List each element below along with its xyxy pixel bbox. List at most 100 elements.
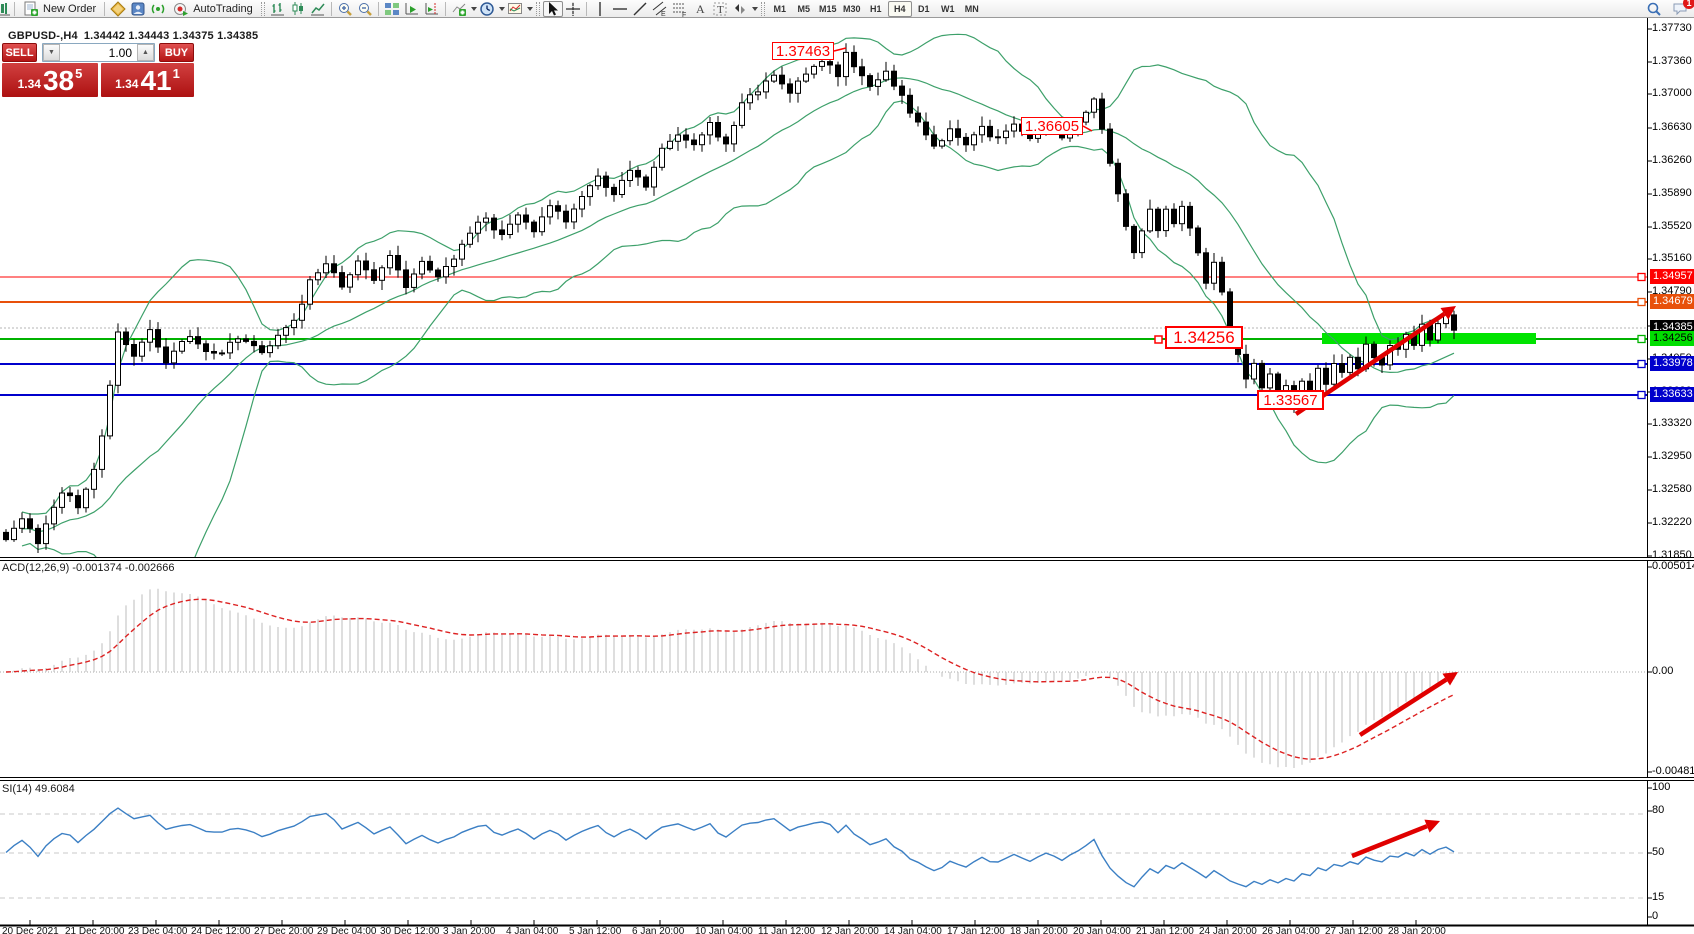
macd-scale-0.005014: 0.005014 (1652, 560, 1694, 572)
autotrading-button[interactable]: AutoTrading (168, 1, 258, 17)
toolbar-separator (377, 1, 379, 16)
time-axis-label: 3 Jan 20:00 (443, 926, 496, 934)
timeframe-button-H1[interactable]: H1 (869, 3, 882, 14)
price-annotation-133567[interactable]: 1.33567 (1257, 390, 1324, 410)
volume-spinner: ▼ ▲ (42, 43, 155, 62)
svg-text:E: E (661, 11, 666, 17)
time-axis-label: 14 Jan 04:00 (884, 926, 942, 934)
signals-icon[interactable] (148, 1, 168, 17)
price-annotation-136605[interactable]: 1.36605 (1021, 117, 1083, 135)
bar-chart-icon[interactable] (268, 1, 288, 17)
add-indicator-caret[interactable] (470, 6, 477, 11)
macd-scale-0.00: 0.00 (1652, 665, 1674, 677)
fibonacci-tool-icon[interactable]: F (670, 1, 690, 17)
toolbar-drag-handle[interactable] (535, 1, 540, 16)
trend-arrow-rsi[interactable] (1351, 824, 1428, 859)
periods-caret[interactable] (498, 6, 505, 11)
level-anchor-square[interactable] (1637, 390, 1646, 400)
time-axis-label: 29 Dec 04:00 (317, 926, 377, 934)
new-chart-icon[interactable] (0, 1, 11, 17)
volume-increase-button[interactable]: ▲ (137, 44, 154, 61)
buy-price-main: 41 (140, 65, 172, 96)
toolbar-separator (14, 1, 15, 16)
trend-arrow-macd-head[interactable] (1442, 672, 1458, 686)
text-tool-icon[interactable]: A (690, 1, 710, 17)
time-axis-label: 21 Jan 12:00 (1136, 926, 1194, 934)
buy-button[interactable]: BUY (159, 43, 194, 62)
arrows-tool-caret[interactable] (751, 6, 758, 11)
toolbar-drag-handle[interactable] (760, 1, 765, 16)
timeframe-button-M1[interactable]: M1 (773, 3, 786, 14)
rsi-label: SI(14) 49.6084 (2, 783, 75, 795)
timeframe-button-D1[interactable]: D1 (917, 3, 930, 14)
timeframe-button-M15[interactable]: M15 (818, 3, 837, 14)
volume-input[interactable] (60, 44, 137, 61)
text-label-tool-icon[interactable]: T (710, 1, 730, 17)
time-axis-label: 28 Jan 20:00 (1388, 926, 1446, 934)
timeframe-button-M30[interactable]: M30 (842, 3, 861, 14)
zoom-out-icon[interactable] (355, 1, 375, 17)
chart-shift-icon[interactable] (422, 1, 442, 17)
timeframe-button-W1[interactable]: W1 (940, 3, 955, 14)
arrows-tool-icon[interactable] (730, 1, 750, 17)
zoom-in-icon[interactable] (335, 1, 355, 17)
sell-price-pipette: 5 (75, 66, 83, 81)
trend-line-tool-icon[interactable] (630, 1, 650, 17)
svg-text:A: A (696, 2, 705, 16)
trend-arrow-rsi-head[interactable] (1424, 819, 1440, 833)
periods-icon[interactable] (477, 1, 497, 17)
macd-histogram (13, 588, 1455, 768)
time-axis-label: 10 Jan 04:00 (695, 926, 753, 934)
candlestick-chart-icon[interactable] (288, 1, 308, 17)
sell-price-main: 38 (42, 65, 75, 96)
notifications-icon[interactable]: 1 (1670, 0, 1694, 17)
accounts-icon[interactable] (128, 1, 148, 17)
volume-decrease-button[interactable]: ▼ (43, 44, 60, 61)
level-anchor-square[interactable] (1637, 359, 1646, 369)
price-annotation-137463[interactable]: 1.37463 (772, 42, 834, 60)
timeframe-button-M5[interactable]: M5 (797, 3, 810, 14)
timeframe-button-H4[interactable]: H4 (887, 0, 912, 17)
autotrading-label: AutoTrading (193, 2, 253, 15)
equidistant-channel-tool-icon[interactable]: E (650, 1, 670, 17)
price-axis-tick-1.37360: 1.37360 (1652, 55, 1692, 67)
timeframe-button-MN[interactable]: MN (964, 3, 979, 14)
time-axis-label: 6 Jan 20:00 (632, 926, 685, 934)
toolbar-separator (444, 1, 446, 16)
level-anchor-square[interactable] (1637, 272, 1646, 282)
templates-icon[interactable] (505, 1, 525, 17)
price-axis-tick-1.37000: 1.37000 (1652, 87, 1692, 99)
horizontal-line-tool-icon[interactable] (610, 1, 630, 17)
time-axis-label: 4 Jan 04:00 (506, 926, 559, 934)
new-order-button[interactable]: New Order (18, 1, 101, 17)
trend-arrow-macd[interactable] (1358, 677, 1448, 737)
annotation-connector (833, 47, 847, 52)
toolbar-separator (330, 1, 332, 16)
line-chart-icon[interactable] (308, 1, 328, 17)
rsi-scale-0: 0 (1652, 910, 1659, 922)
cursor-tool-icon[interactable] (542, 0, 563, 17)
price-annotation-134256[interactable]: 1.34256 (1165, 326, 1243, 349)
add-indicator-icon[interactable] (449, 1, 469, 17)
time-axis-label: 30 Dec 12:00 (380, 926, 440, 934)
tile-windows-icon[interactable] (382, 1, 402, 17)
sell-button[interactable]: SELL (2, 43, 37, 62)
trend-arrow-main-head[interactable] (1440, 306, 1456, 320)
templates-caret[interactable] (526, 6, 533, 11)
rsi-scale-80: 80 (1652, 804, 1665, 816)
level-anchor-square[interactable] (1637, 297, 1646, 307)
toolbar-drag-handle[interactable] (260, 1, 265, 16)
toolbar-separator (104, 1, 106, 16)
main-toolbar: New Order AutoTrading (0, 0, 1694, 18)
level-anchor-square[interactable] (1637, 334, 1646, 344)
auto-scroll-icon[interactable] (402, 1, 422, 17)
time-axis-label: 24 Jan 20:00 (1199, 926, 1257, 934)
search-icon[interactable] (1644, 1, 1664, 17)
crosshair-tool-icon[interactable] (563, 1, 583, 17)
chart-macd-divider[interactable] (0, 557, 1694, 561)
vertical-line-tool-icon[interactable] (590, 1, 610, 17)
expert-advisors-icon[interactable] (108, 0, 128, 17)
annotation-anchor-square[interactable] (1154, 335, 1163, 344)
macd-rsi-divider[interactable] (0, 777, 1694, 781)
